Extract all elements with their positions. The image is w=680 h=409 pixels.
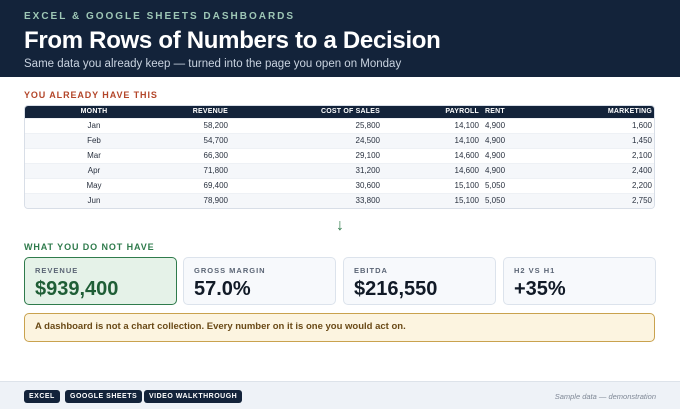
table-row: Feb 54,700 24,500 14,100 4,900 1,450 [25,132,654,148]
table-cell: 2,100 [528,147,654,163]
kpi-card-gross-margin: GROSS MARGIN 57.0% [183,257,336,305]
not-have-section-label: WHAT YOU DO NOT HAVE [24,242,155,252]
column-header-payroll: PAYROLL [384,106,483,118]
table-cell: 58,200 [137,117,232,133]
page-footer: EXCEL GOOGLE SHEETS VIDEO WALKTHROUGH Sa… [0,381,680,409]
kpi-value: $216,550 [354,278,438,300]
arrow-down-icon: ↓ [336,217,344,234]
kpi-label: H2 VS H1 [514,266,556,275]
table-cell: 66,300 [137,147,232,163]
table-cell: 14,100 [384,132,483,148]
callout-message: A dashboard is not a chart collection. E… [24,313,655,342]
table-cell: 31,200 [232,162,384,178]
table-cell: Feb [25,132,137,148]
kpi-label: GROSS MARGIN [194,266,266,275]
column-header-month: MONTH [25,106,137,118]
table-row: May 69,400 30,600 15,100 5,050 2,200 [25,177,654,193]
kpi-card-h2-vs-h1: H2 VS H1 +35% [503,257,656,305]
table-cell: 1,600 [528,117,654,133]
table-cell: Mar [25,147,137,163]
table-cell: 15,100 [384,192,483,208]
table-cell: 14,600 [384,147,483,163]
tag-chip-video-walkthrough: VIDEO WALKTHROUGH [144,390,243,403]
table-cell: 4,900 [483,132,528,148]
page-title: From Rows of Numbers to a Decision [24,27,441,54]
table-cell: Jun [25,192,137,208]
table-cell: 2,200 [528,177,654,193]
table-cell: 1,450 [528,132,654,148]
kpi-label: EBITDA [354,266,388,275]
column-header-marketing: MARKETING [528,106,654,118]
header-eyebrow: EXCEL & GOOGLE SHEETS DASHBOARDS [24,11,296,22]
table-cell: 24,500 [232,132,384,148]
kpi-label: REVENUE [35,266,79,275]
table-row: Jun 78,900 33,800 15,100 5,050 2,750 [25,192,654,208]
column-header-rent: RENT [483,106,528,118]
table-cell: 4,900 [483,162,528,178]
kpi-value: +35% [514,278,566,300]
footer-note: Sample data — demonstration [554,392,656,401]
page-subtitle: Same data you already keep — turned into… [24,58,402,70]
table-cell: 2,750 [528,192,654,208]
tag-chip-google-sheets: GOOGLE SHEETS [65,390,143,403]
have-section-label: YOU ALREADY HAVE THIS [24,90,158,100]
column-header-cost-of-sales: COST OF SALES [232,106,384,118]
tag-chip-excel: EXCEL [24,390,60,403]
table-cell: 33,800 [232,192,384,208]
table-cell: Apr [25,162,137,178]
data-table-container: MONTH REVENUE COST OF SALES PAYROLL RENT… [24,105,655,209]
kpi-value: $939,400 [35,278,119,300]
table-cell: 71,800 [137,162,232,178]
table-cell: 25,800 [232,117,384,133]
table-cell: 5,050 [483,177,528,193]
table-cell: 14,600 [384,162,483,178]
column-header-revenue: REVENUE [137,106,232,118]
kpi-card-ebitda: EBITDA $216,550 [343,257,496,305]
table-cell: 14,100 [384,117,483,133]
table-cell: 78,900 [137,192,232,208]
table-cell: 4,900 [483,147,528,163]
monthly-data-table: MONTH REVENUE COST OF SALES PAYROLL RENT… [25,106,654,208]
table-cell: 29,100 [232,147,384,163]
table-cell: May [25,177,137,193]
table-cell: 69,400 [137,177,232,193]
kpi-card-revenue: REVENUE $939,400 [24,257,177,305]
table-cell: 30,600 [232,177,384,193]
table-cell: Jan [25,117,137,133]
table-cell: 54,700 [137,132,232,148]
table-cell: 4,900 [483,117,528,133]
table-row: Apr 71,800 31,200 14,600 4,900 2,400 [25,162,654,178]
kpi-value: 57.0% [194,278,251,300]
table-cell: 5,050 [483,192,528,208]
table-cell: 2,400 [528,162,654,178]
table-row: Mar 66,300 29,100 14,600 4,900 2,100 [25,147,654,163]
page-header: EXCEL & GOOGLE SHEETS DASHBOARDS From Ro… [0,0,680,77]
table-cell: 15,100 [384,177,483,193]
table-row: Jan 58,200 25,800 14,100 4,900 1,600 [25,117,654,133]
table-header-row: MONTH REVENUE COST OF SALES PAYROLL RENT… [25,106,654,118]
